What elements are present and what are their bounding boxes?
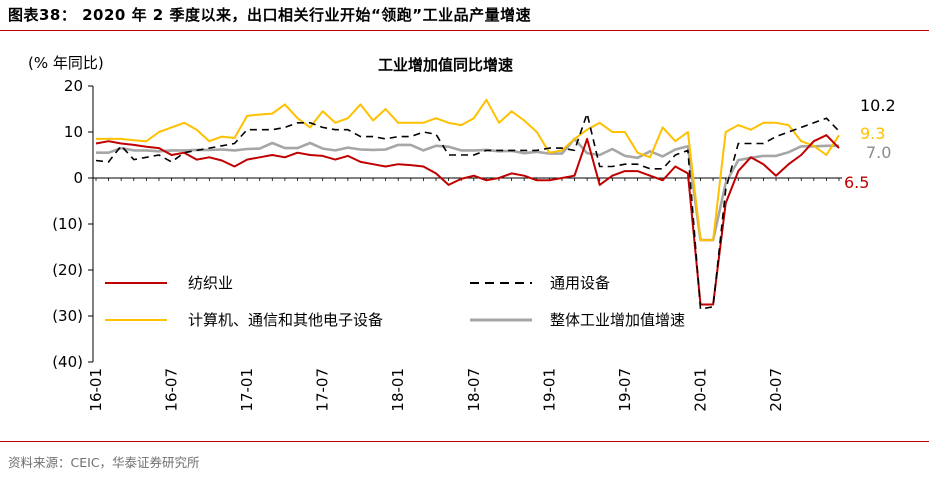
series-end-label: 7.0 [866, 143, 891, 162]
x-tick-label: 19-01 [540, 368, 558, 412]
x-tick-label: 18-07 [465, 368, 483, 412]
legend-label: 通用设备 [550, 274, 610, 292]
y-tick-label: (30) [52, 307, 83, 325]
x-tick-label: 17-01 [238, 368, 256, 412]
y-tick-label: (20) [52, 261, 83, 279]
line-chart: (% 年同比) 工业增加值同比增速 20100(10)(20)(30)(40)1… [28, 54, 896, 412]
x-tick-label: 16-07 [163, 368, 181, 412]
legend-label: 纺织业 [188, 274, 233, 292]
legend-label: 计算机、通信和其他电子设备 [188, 311, 383, 329]
x-tick-label: 19-07 [616, 368, 634, 412]
axes: 20 10 0 (10) (20) (30) (40)16-01 16-07 17-01 17-0… [52, 77, 842, 412]
x-tick-label: 20-01 [691, 368, 709, 412]
y-tick-label: 10 [64, 123, 83, 141]
top-rule [0, 30, 929, 31]
series-end-label: 9.3 [860, 124, 885, 143]
series-line [96, 98, 840, 242]
x-tick-label: 18-01 [389, 368, 407, 412]
series-end-label: 10.2 [860, 96, 896, 115]
y-tick-label: 20 [64, 77, 83, 95]
y-tick-label: (10) [52, 215, 83, 233]
figure-title: 图表38： 2020 年 2 季度以来，出口相关行业开始“领跑”工业品产量增速 [8, 6, 532, 24]
bottom-rule [0, 441, 929, 442]
chart-title: 工业增加值同比增速 [378, 56, 513, 74]
series-end-label: 6.5 [844, 173, 869, 192]
x-tick-label: 16-01 [87, 368, 105, 412]
x-tick-label: 17-07 [314, 368, 332, 412]
y-tick-label: 0 [73, 169, 83, 187]
x-tick-label: 20-07 [767, 368, 785, 412]
end-labels: 6.5 10.2 9.37.0 [844, 96, 896, 192]
source-note: 资料来源：CEIC，华泰证券研究所 [8, 455, 200, 470]
series-line [96, 137, 839, 242]
y-tick-label: (40) [52, 353, 83, 371]
series-lines [95, 98, 840, 310]
y-axis-label: (% 年同比) [28, 54, 104, 72]
legend-label: 整体工业增加值增速 [550, 311, 685, 329]
series-line [95, 112, 840, 310]
